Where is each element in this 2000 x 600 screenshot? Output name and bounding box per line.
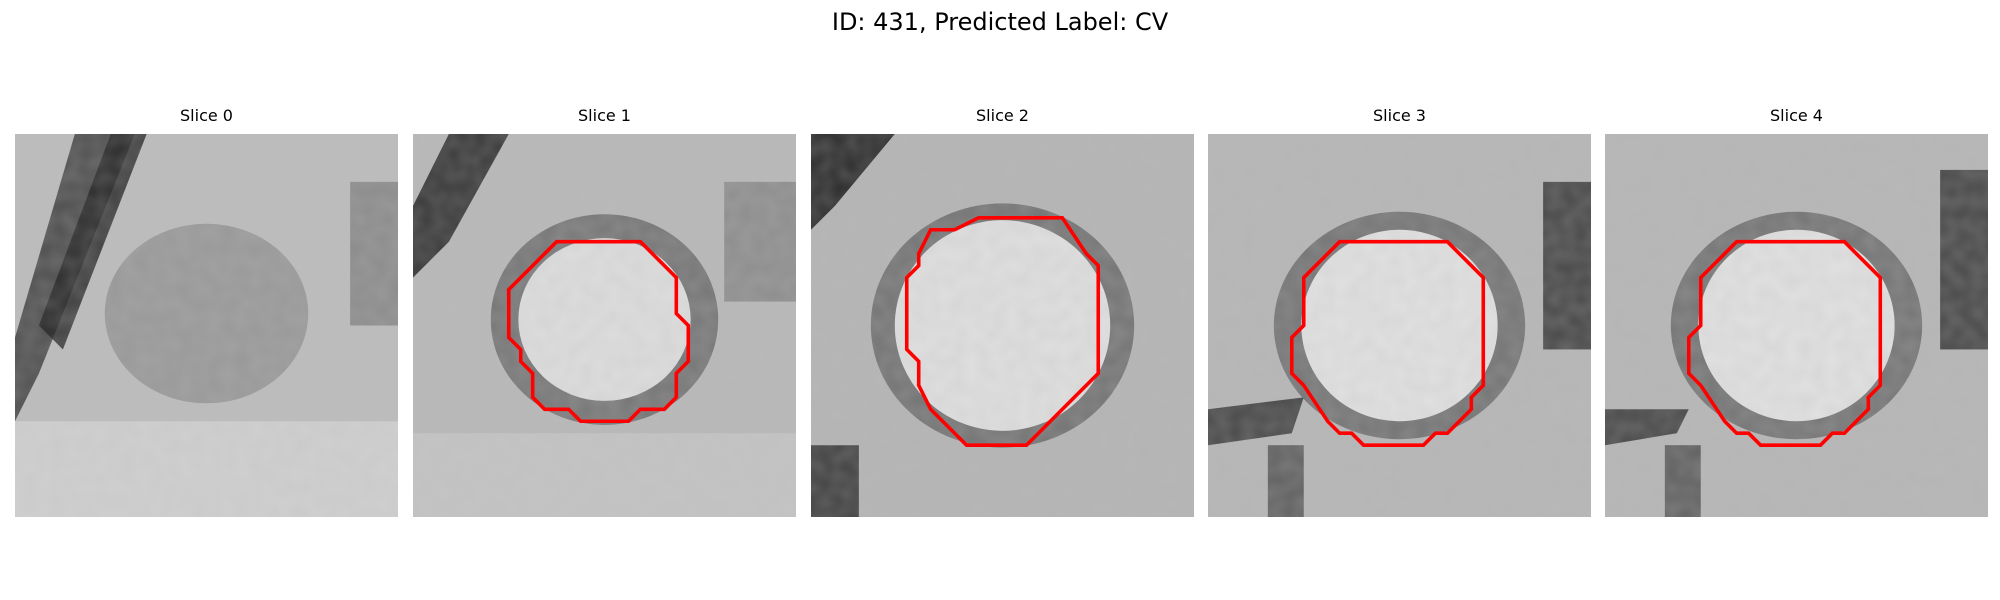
slice-image-2: [811, 134, 1194, 517]
slice-title-1: Slice 1: [578, 106, 631, 125]
segmentation-contour-1: [506, 239, 691, 424]
segmentation-contour-2: [904, 215, 1101, 447]
figure-title: ID: 431, Predicted Label: CV: [831, 8, 1169, 36]
slice-image-4: [1605, 134, 1988, 517]
slice-title-2: Slice 2: [976, 106, 1029, 125]
slice-panel-2: Slice 2: [811, 106, 1194, 517]
slice-panel-0: Slice 0: [15, 106, 398, 517]
segmentation-contour-4: [1686, 239, 1883, 447]
slice-panel-1: Slice 1: [413, 106, 796, 517]
slice-title-3: Slice 3: [1373, 106, 1426, 125]
slice-panel-4: Slice 4: [1605, 106, 1988, 517]
slice-title-0: Slice 0: [180, 106, 233, 125]
segmentation-contour-3: [1289, 239, 1486, 447]
slice-image-0: [15, 134, 398, 517]
slice-image-3: [1208, 134, 1591, 517]
slice-image-1: [413, 134, 796, 517]
slice-title-4: Slice 4: [1770, 106, 1823, 125]
slice-panel-3: Slice 3: [1208, 106, 1591, 517]
